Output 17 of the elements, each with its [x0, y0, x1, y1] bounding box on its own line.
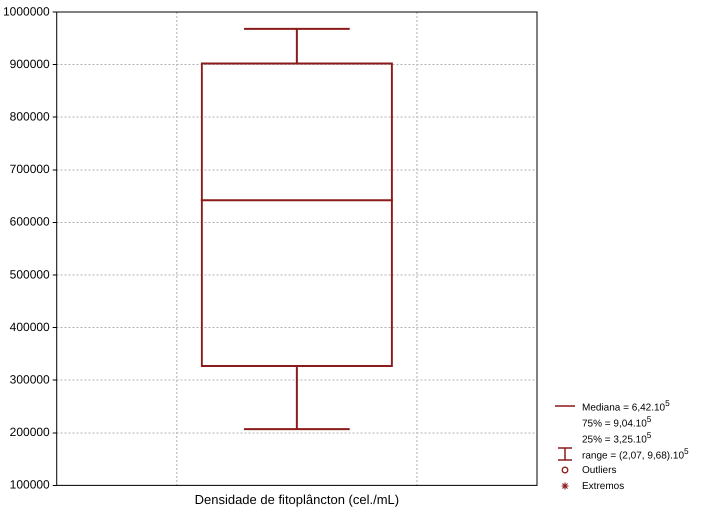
y-tick-label: 1000000	[3, 4, 50, 18]
y-tick-label: 500000	[10, 267, 50, 282]
text: Extremos	[581, 480, 624, 492]
x-tick-label: Densidade de fitoplâncton (cel./mL)	[194, 492, 400, 507]
text: Mediana = 6,42.10$^{5}$	[581, 398, 670, 414]
y-tick-label: 300000	[10, 372, 50, 387]
y-tick-label: 600000	[10, 214, 50, 229]
y-tick-label: 100000	[10, 478, 50, 492]
text: Outliers	[581, 464, 616, 476]
y-tick-label: 200000	[10, 425, 50, 440]
y-tick-label: 400000	[10, 320, 50, 334]
y-tick-label: 700000	[10, 162, 50, 176]
text: range = (2,07, 9,68).10$^{5}$	[581, 446, 689, 462]
y-tick-label: 900000	[10, 56, 50, 71]
y-tick-label: 800000	[10, 110, 50, 124]
text: 75% = 9,04.10$^{5}$	[581, 414, 652, 430]
text: 25% = 3,25.10$^{5}$	[581, 430, 652, 446]
